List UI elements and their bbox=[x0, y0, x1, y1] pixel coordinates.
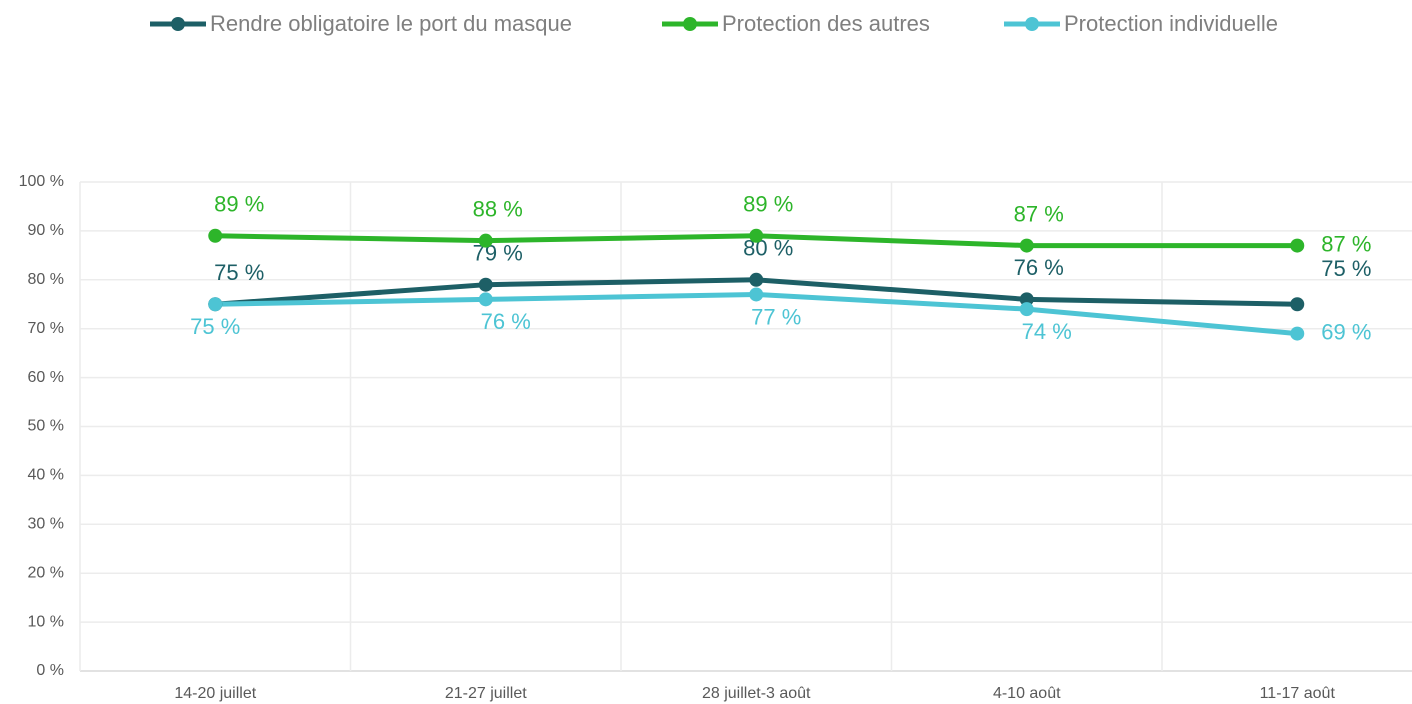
data-point bbox=[478, 277, 493, 292]
legend-label: Protection des autres bbox=[722, 11, 930, 36]
y-tick-label: 80 % bbox=[28, 271, 64, 288]
legend-dot bbox=[683, 17, 697, 31]
data-label: 87 % bbox=[1014, 201, 1064, 226]
data-label: 69 % bbox=[1321, 319, 1371, 344]
legend-label: Protection individuelle bbox=[1064, 11, 1278, 36]
data-point bbox=[478, 233, 493, 248]
y-tick-label: 50 % bbox=[28, 418, 64, 435]
data-label: 75 % bbox=[214, 260, 264, 285]
legend-dot bbox=[171, 17, 185, 31]
data-label: 75 % bbox=[1321, 256, 1371, 281]
data-label: 76 % bbox=[1014, 255, 1064, 280]
y-tick-label: 100 % bbox=[19, 173, 64, 190]
y-tick-label: 40 % bbox=[28, 467, 64, 484]
x-tick-label: 11-17 août bbox=[1260, 685, 1336, 702]
y-tick-label: 60 % bbox=[28, 369, 64, 386]
y-tick-label: 90 % bbox=[28, 222, 64, 239]
data-label: 89 % bbox=[743, 192, 793, 217]
data-point bbox=[1290, 238, 1305, 253]
x-tick-label: 14-20 juillet bbox=[174, 685, 256, 702]
x-tick-label: 28 juillet-3 août bbox=[702, 685, 811, 702]
data-point bbox=[1019, 238, 1034, 253]
x-tick-label: 21-27 juillet bbox=[445, 685, 527, 702]
x-tick-label: 4-10 août bbox=[993, 685, 1061, 702]
data-label: 76 % bbox=[481, 309, 531, 334]
data-label: 89 % bbox=[214, 192, 264, 217]
y-tick-label: 30 % bbox=[28, 516, 64, 533]
data-point bbox=[1019, 292, 1034, 307]
data-label: 75 % bbox=[190, 314, 240, 339]
data-point bbox=[1290, 326, 1305, 341]
legend-label: Rendre obligatoire le port du masque bbox=[210, 11, 572, 36]
data-point bbox=[749, 287, 764, 302]
data-point bbox=[1290, 297, 1305, 312]
data-label: 87 % bbox=[1321, 231, 1371, 256]
y-tick-label: 0 % bbox=[36, 662, 64, 679]
data-label: 77 % bbox=[751, 304, 801, 329]
data-label: 88 % bbox=[473, 196, 523, 221]
legend-dot bbox=[1025, 17, 1039, 31]
data-label: 74 % bbox=[1022, 319, 1072, 344]
data-point bbox=[749, 272, 764, 287]
data-point bbox=[208, 297, 223, 312]
data-point bbox=[208, 228, 223, 243]
data-point bbox=[749, 228, 764, 243]
data-point bbox=[1019, 302, 1034, 317]
data-point bbox=[478, 292, 493, 307]
y-tick-label: 20 % bbox=[28, 564, 64, 581]
y-tick-label: 70 % bbox=[28, 320, 64, 337]
y-tick-label: 10 % bbox=[28, 613, 64, 630]
